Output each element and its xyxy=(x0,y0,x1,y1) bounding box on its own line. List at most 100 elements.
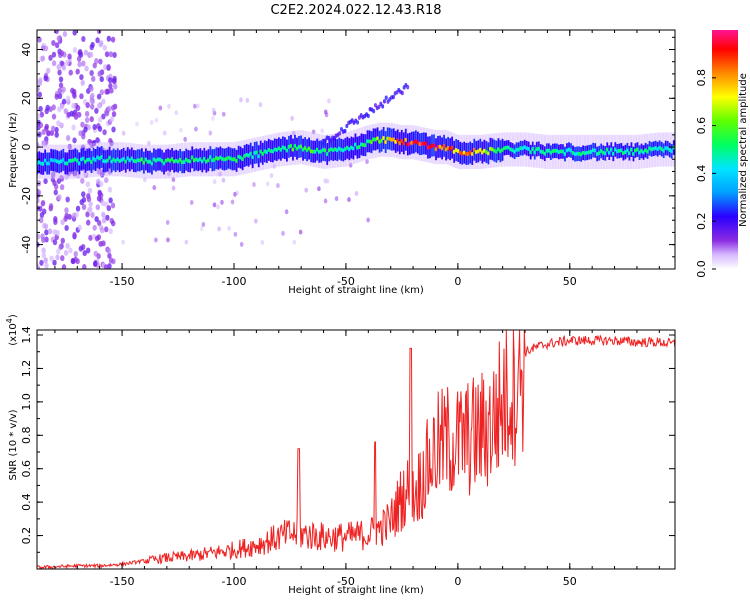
heatmap-speck xyxy=(334,196,339,202)
heatmap-speck xyxy=(43,223,49,230)
heatmap-speck xyxy=(106,64,111,71)
heatmap-speck xyxy=(38,217,44,224)
heatmap-core xyxy=(609,147,613,152)
y-tick-label: 20 xyxy=(20,91,33,105)
heatmap-core xyxy=(440,146,444,151)
heatmap-speck xyxy=(221,111,226,117)
heatmap-speck xyxy=(51,113,57,120)
heatmap-speck xyxy=(212,202,217,208)
heatmap-speck xyxy=(58,76,64,83)
heatmap-speck xyxy=(365,159,369,165)
heatmap-speck xyxy=(107,263,112,269)
heatmap-core xyxy=(311,149,315,154)
heatmap-core xyxy=(494,149,498,154)
heatmap-core xyxy=(247,153,250,158)
heatmap-speck xyxy=(48,54,53,61)
heatmap-speck xyxy=(166,237,170,243)
heatmap-speck xyxy=(58,82,64,89)
heatmap-speck xyxy=(57,106,62,113)
heatmap-core xyxy=(507,145,510,150)
heatmap-speck xyxy=(75,104,81,111)
y-tick-label: 1.0 xyxy=(20,393,33,411)
heatmap-speck xyxy=(220,199,224,205)
heatmap-speck xyxy=(94,235,100,242)
heatmap-branch xyxy=(329,138,333,143)
heatmap-speck xyxy=(290,115,294,121)
heatmap-speck xyxy=(44,236,49,243)
heatmap-speck xyxy=(183,136,187,142)
heatmap-speck xyxy=(79,93,84,100)
heatmap-speck xyxy=(107,186,113,193)
heatmap-speck xyxy=(110,36,116,43)
heatmap-speck xyxy=(53,189,58,196)
x-tick-label: 0 xyxy=(454,275,461,288)
heatmap-speck xyxy=(304,187,308,193)
heatmap-speck xyxy=(347,197,351,203)
heatmap-speck xyxy=(41,247,46,254)
heatmap-speck xyxy=(84,110,90,117)
heatmap-core xyxy=(646,149,649,154)
heatmap-core xyxy=(486,151,490,156)
heatmap-core xyxy=(642,150,645,155)
heatmap-speck xyxy=(64,225,69,232)
heatmap-core xyxy=(376,136,379,141)
heatmap-core xyxy=(168,158,172,163)
heatmap-y-ticks: -40 -20 0 20 40 xyxy=(20,36,675,270)
y-tick-label: 1.2 xyxy=(20,360,33,378)
heatmap-speck xyxy=(64,60,70,67)
heatmap-core xyxy=(271,149,275,154)
heatmap-branch xyxy=(406,84,410,90)
heatmap-core xyxy=(537,146,541,151)
heatmap-speck xyxy=(99,89,105,96)
heatmap-core xyxy=(144,157,148,162)
heatmap-speck xyxy=(179,127,183,133)
heatmap-speck xyxy=(111,220,116,227)
heatmap-speck xyxy=(46,129,51,136)
heatmap-core xyxy=(279,147,283,152)
x-tick-label: -150 xyxy=(110,575,135,588)
heatmap-core xyxy=(202,156,206,161)
heatmap-speck xyxy=(96,30,102,35)
heatmap-speck xyxy=(90,41,95,48)
heatmap-core xyxy=(295,146,299,151)
heatmap-speck xyxy=(96,93,102,100)
heatmap-speck xyxy=(104,110,110,117)
heatmap-speck xyxy=(121,239,125,245)
heatmap-speck xyxy=(54,93,59,100)
heatmap-core xyxy=(410,140,414,145)
heatmap-core xyxy=(380,138,383,143)
heatmap-speck xyxy=(298,229,303,235)
heatmap-speck xyxy=(354,190,359,196)
heatmap-speck xyxy=(72,30,77,36)
heatmap-core xyxy=(200,159,204,164)
heatmap-speck xyxy=(96,253,101,260)
heatmap-core xyxy=(418,142,422,147)
heatmap-speck xyxy=(56,248,61,255)
heatmap-branch xyxy=(343,128,347,134)
heatmap-speck xyxy=(102,129,107,136)
heatmap-speck xyxy=(258,102,263,108)
heatmap-speck xyxy=(39,259,44,266)
heatmap-core xyxy=(249,151,252,156)
heatmap-speck xyxy=(90,211,95,218)
heatmap-speck xyxy=(55,254,60,261)
heatmap-core xyxy=(501,147,504,152)
heatmap-speck xyxy=(50,125,56,132)
heatmap-core xyxy=(140,157,144,162)
heatmap-speck xyxy=(72,212,77,219)
heatmap-speck xyxy=(154,117,159,123)
heatmap-speck xyxy=(78,49,83,56)
heatmap-speck xyxy=(85,102,90,109)
heatmap-speck xyxy=(94,58,99,65)
heatmap-core xyxy=(307,146,311,151)
heatmap-core xyxy=(190,155,194,160)
heatmap-y-label: Frequency (Hz) xyxy=(8,112,19,188)
heatmap-speck xyxy=(108,257,114,264)
heatmap-speck xyxy=(82,263,87,269)
heatmap-core xyxy=(176,159,180,164)
heatmap-speck xyxy=(265,181,270,187)
heatmap-speck xyxy=(95,137,100,144)
heatmap-speck xyxy=(193,103,197,109)
heatmap-speck xyxy=(111,126,116,133)
heatmap-speck xyxy=(82,250,87,257)
